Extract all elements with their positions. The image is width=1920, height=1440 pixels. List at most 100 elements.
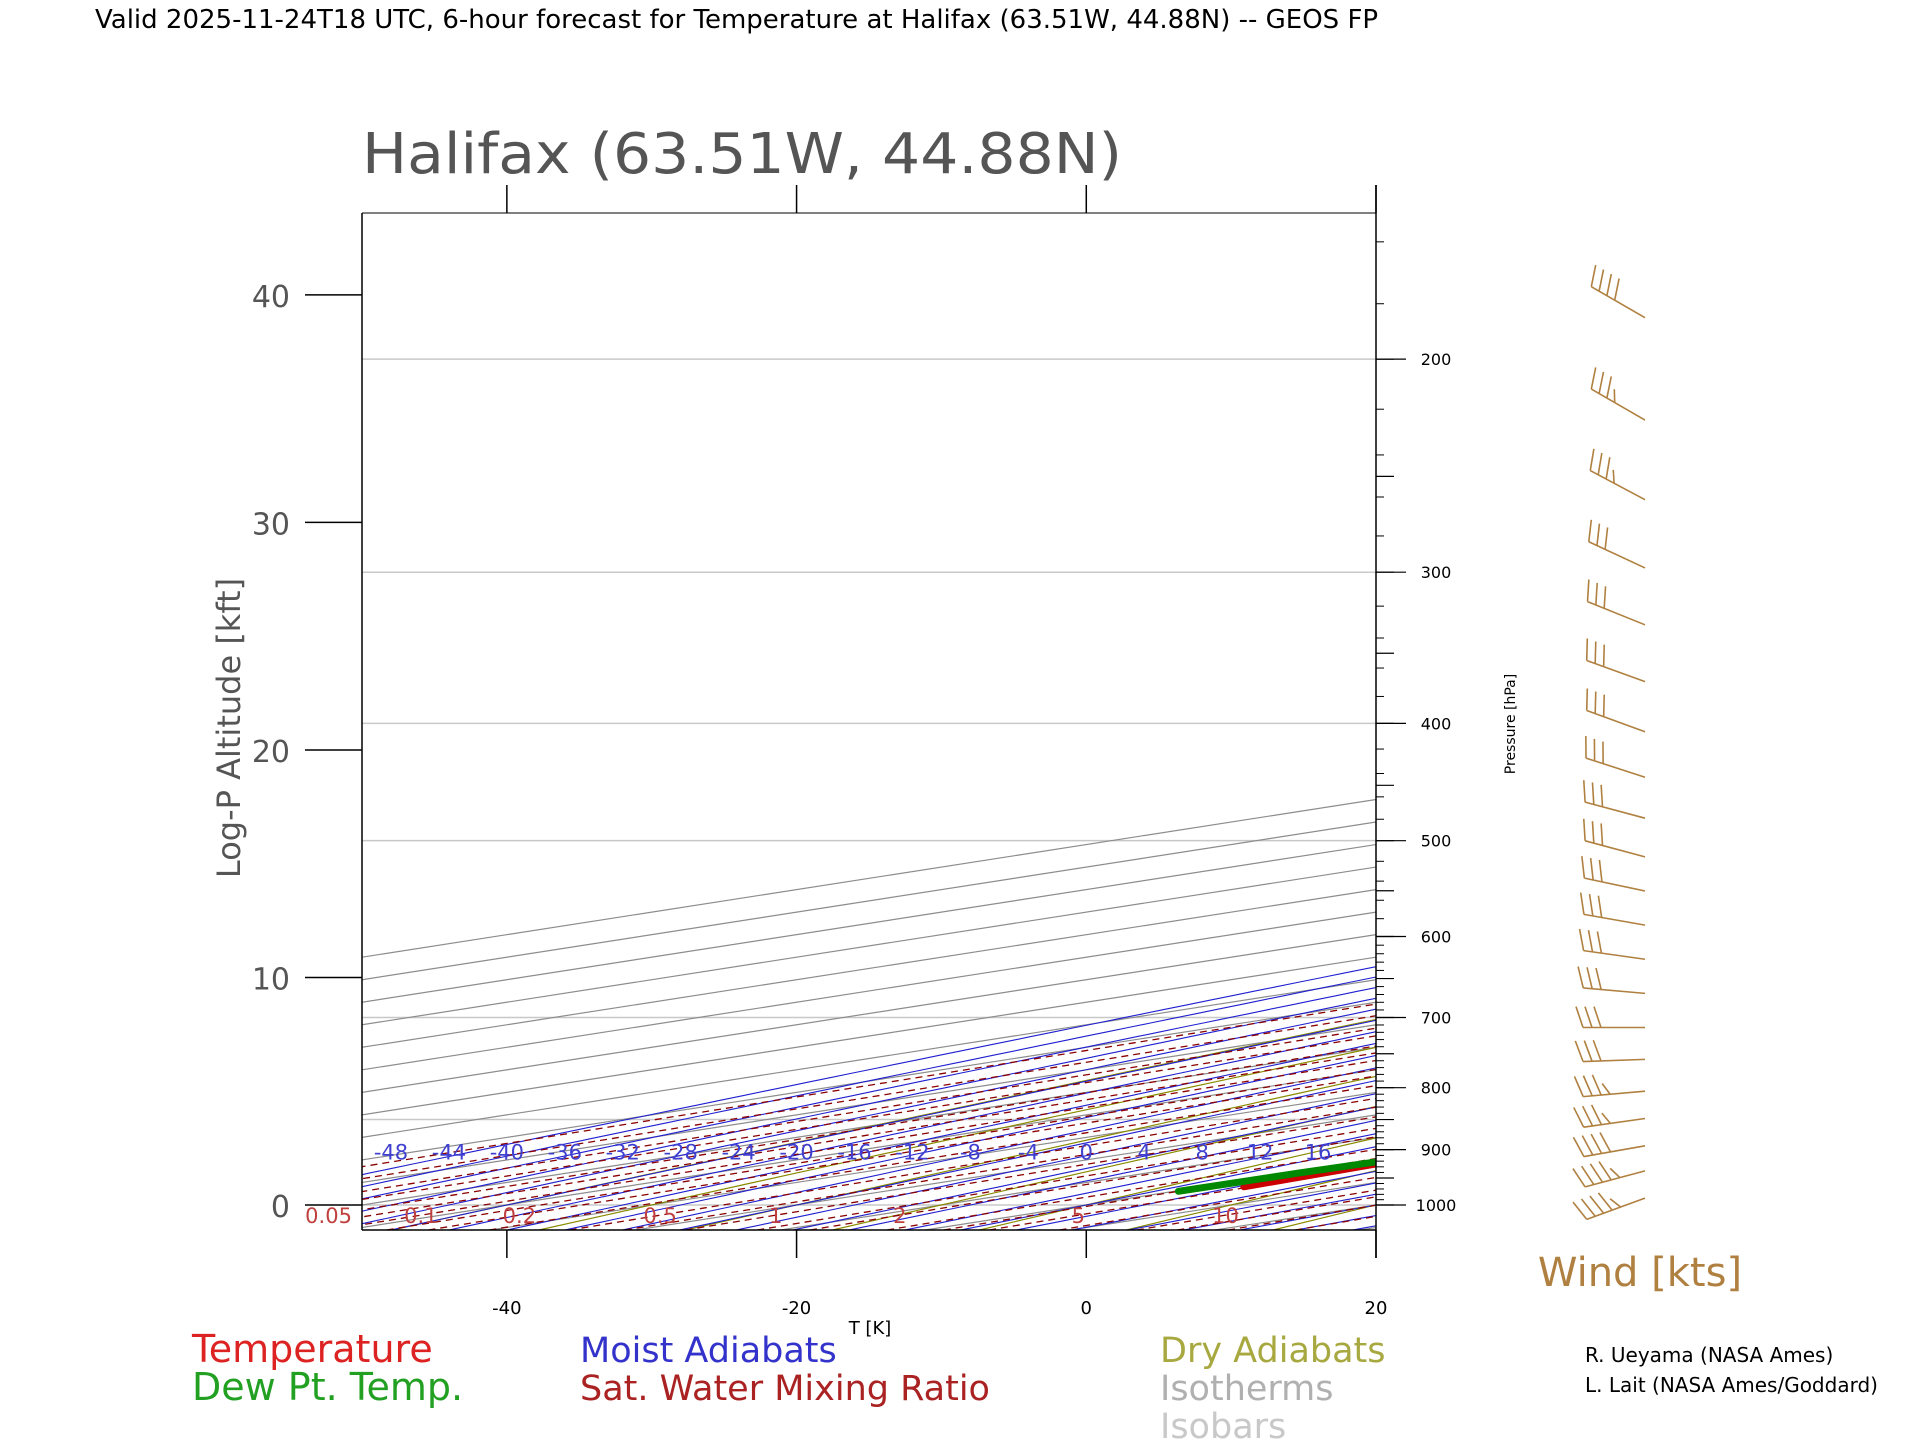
pressure-axis-label: Pressure [hPa] <box>1503 674 1519 774</box>
wind-barb-staff <box>1586 1197 1646 1221</box>
wind-barb-flag <box>1601 1083 1611 1095</box>
pressure-tick-label: 800 <box>1421 1079 1452 1098</box>
wind-barb-flag <box>1613 278 1620 301</box>
wind-barb-flag <box>1609 1167 1621 1179</box>
moist-adiabat-line <box>1397 213 1920 1232</box>
y-tick-label: 10 <box>252 962 290 997</box>
wind-barb-staff <box>1584 1170 1646 1188</box>
wind-barb-flag <box>1609 1198 1622 1208</box>
wind-barb-flag <box>1580 1198 1596 1217</box>
isotherm-line <box>362 1046 1376 1206</box>
moist-adiabat-label: 16 <box>1305 1141 1332 1165</box>
isotherm-line <box>362 979 1376 1139</box>
dry-adiabat-line <box>392 1018 1376 1230</box>
isotherm-line <box>490 1091 1376 1230</box>
mixing-ratio-label: 0.5 <box>644 1204 677 1228</box>
wind-barb-staff <box>1589 469 1646 501</box>
legend-isotherms: Isotherms <box>1160 1369 1334 1409</box>
wind-barb-flag <box>1596 931 1603 954</box>
wind-barb-flag <box>1603 586 1607 609</box>
wind-barb-flag <box>1574 1040 1584 1062</box>
moist-adiabat-line <box>362 976 1376 1188</box>
moist-adiabat-label: 0 <box>1080 1141 1093 1165</box>
wind-barb-flag <box>1588 519 1593 542</box>
pressure-tick-label: 500 <box>1421 832 1452 851</box>
wind-barb-flag <box>1595 967 1602 990</box>
moist-adiabat-line <box>1013 1158 1376 1230</box>
mixing-ratio-label: 2 <box>893 1204 906 1228</box>
wind-barb-staff <box>1586 709 1646 733</box>
isotherm-line <box>780 1136 1376 1230</box>
wind-barb-flag <box>1596 523 1601 546</box>
moist-adiabat-label: -20 <box>779 1141 813 1165</box>
wind-barb-flag <box>1591 1074 1602 1096</box>
y-axis-label: Log-P Altitude [kft] <box>210 578 248 878</box>
moist-adiabat-line <box>362 986 1376 1200</box>
wind-barb-flag <box>1599 1132 1612 1153</box>
wind-barb-flag <box>1584 1006 1593 1028</box>
wind-barb-flag <box>1595 582 1598 605</box>
wind-barb-flag <box>1606 273 1613 296</box>
moist-adiabat-line <box>1511 213 1920 1232</box>
legend-mixing-ratio: Sat. Water Mixing Ratio <box>580 1369 990 1409</box>
legend-dry-adiabats: Dry Adiabats <box>1160 1331 1386 1371</box>
wind-barb-flag <box>1581 856 1586 879</box>
wind-barb-staff <box>1583 1090 1646 1098</box>
legend-isobars: Isobars <box>1160 1407 1286 1440</box>
moist-adiabat-line <box>733 1093 1376 1230</box>
mixing-ratio-label: 0.1 <box>404 1204 437 1228</box>
wind-barb-flag <box>1573 1107 1585 1128</box>
temperature-profile <box>1240 1160 1376 1191</box>
wind-barb-staff <box>1586 659 1646 683</box>
y-tick-label: 30 <box>252 507 290 542</box>
wind-barb-flag <box>1586 579 1590 602</box>
isotherm-line <box>362 798 1376 958</box>
moist-adiabat-label: -48 <box>374 1141 408 1165</box>
moist-adiabat-label: 12 <box>1247 1141 1274 1165</box>
wind-barb-flag <box>1602 694 1606 717</box>
credit-line-2: L. Lait (NASA Ames/Goddard) <box>1585 1373 1878 1397</box>
moist-adiabat-line <box>362 966 1376 1176</box>
moist-adiabat-line <box>619 1067 1376 1230</box>
wind-barb-flag <box>1582 1075 1593 1097</box>
dry-adiabat-line <box>538 1046 1376 1230</box>
wind-barb-staff <box>1583 913 1646 926</box>
moist-adiabat-label: 4 <box>1138 1141 1151 1165</box>
isotherm-line <box>362 934 1376 1093</box>
wind-barb-flag <box>1581 1105 1594 1127</box>
isotherm-line <box>362 1024 1376 1184</box>
legend-dewpoint: Dew Pt. Temp. <box>192 1365 463 1409</box>
moist-adiabat-line <box>902 1133 1376 1230</box>
moist-adiabat-label: -4 <box>1018 1141 1039 1165</box>
wind-barb-staff <box>1584 801 1646 819</box>
wind-barb-flag <box>1579 892 1585 915</box>
x-axis-label: T [K] <box>848 1318 892 1339</box>
valid-time-header: Valid 2025-11-24T18 UTC, 6-hour forecast… <box>95 5 1378 35</box>
legend-moist-adiabats: Moist Adiabats <box>580 1331 837 1371</box>
moist-adiabat-line <box>1454 213 1920 1232</box>
mixing-ratio-label: 5 <box>1072 1204 1085 1228</box>
pressure-tick-label: 300 <box>1421 563 1452 582</box>
wind-barb-flag <box>1588 894 1594 917</box>
mixing-ratio-line <box>362 1027 1376 1193</box>
moist-adiabat-label: -32 <box>606 1141 640 1165</box>
dry-adiabat-line <box>1861 218 1920 1230</box>
wind-barb-flag <box>1605 457 1611 480</box>
moist-adiabat-label: -44 <box>432 1141 466 1165</box>
wind-barb-staff <box>1588 540 1646 569</box>
credit-line-1: R. Ueyama (NASA Ames) <box>1585 1343 1833 1367</box>
pressure-tick-label: 600 <box>1421 928 1452 947</box>
wind-barb-flag <box>1598 269 1605 292</box>
x-tick-label: -20 <box>782 1298 811 1319</box>
wind-barb-flag <box>1589 1163 1604 1183</box>
pressure-tick-label: 1000 <box>1416 1196 1457 1215</box>
wind-barb-staff <box>1590 388 1646 421</box>
wind-barb-flag <box>1594 641 1597 664</box>
wind-barb-flag <box>1600 823 1604 846</box>
wind-barb-flag <box>1598 859 1603 882</box>
wind-barb-flag <box>1606 376 1613 399</box>
moist-adiabat-line <box>362 997 1376 1212</box>
pressure-tick-label: 700 <box>1421 1009 1452 1028</box>
